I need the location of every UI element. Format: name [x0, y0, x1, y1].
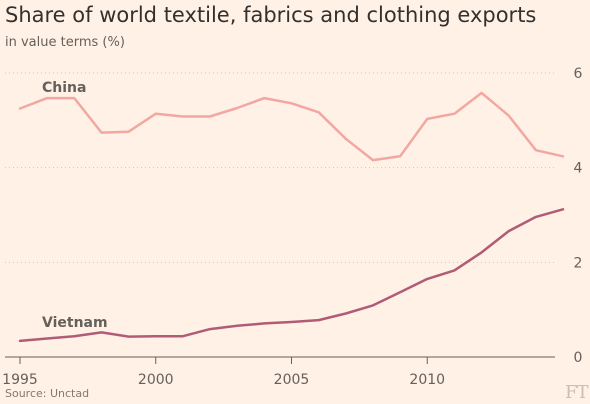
y-tick-label: 2	[574, 255, 583, 271]
x-tick-label: 2000	[138, 372, 174, 388]
ft-logo: FT	[565, 382, 588, 403]
y-tick-label: 0	[574, 350, 583, 366]
x-tick-label: 2010	[409, 372, 445, 388]
y-tick-label: 4	[574, 161, 583, 177]
source-note: Source: Unctad	[5, 387, 90, 400]
x-tick-label: 2005	[274, 372, 310, 388]
y-tick-label: 6	[574, 66, 583, 82]
series-label-china: China	[42, 80, 86, 96]
x-tick-label: 1995	[2, 372, 38, 388]
series-line-china	[18, 91, 565, 162]
chart-title: Share of world textile, fabrics and clot…	[5, 3, 537, 27]
series-line-vietnam	[18, 208, 565, 343]
chart-subtitle: in value terms (%)	[5, 35, 125, 50]
series-label-vietnam: Vietnam	[42, 315, 108, 331]
